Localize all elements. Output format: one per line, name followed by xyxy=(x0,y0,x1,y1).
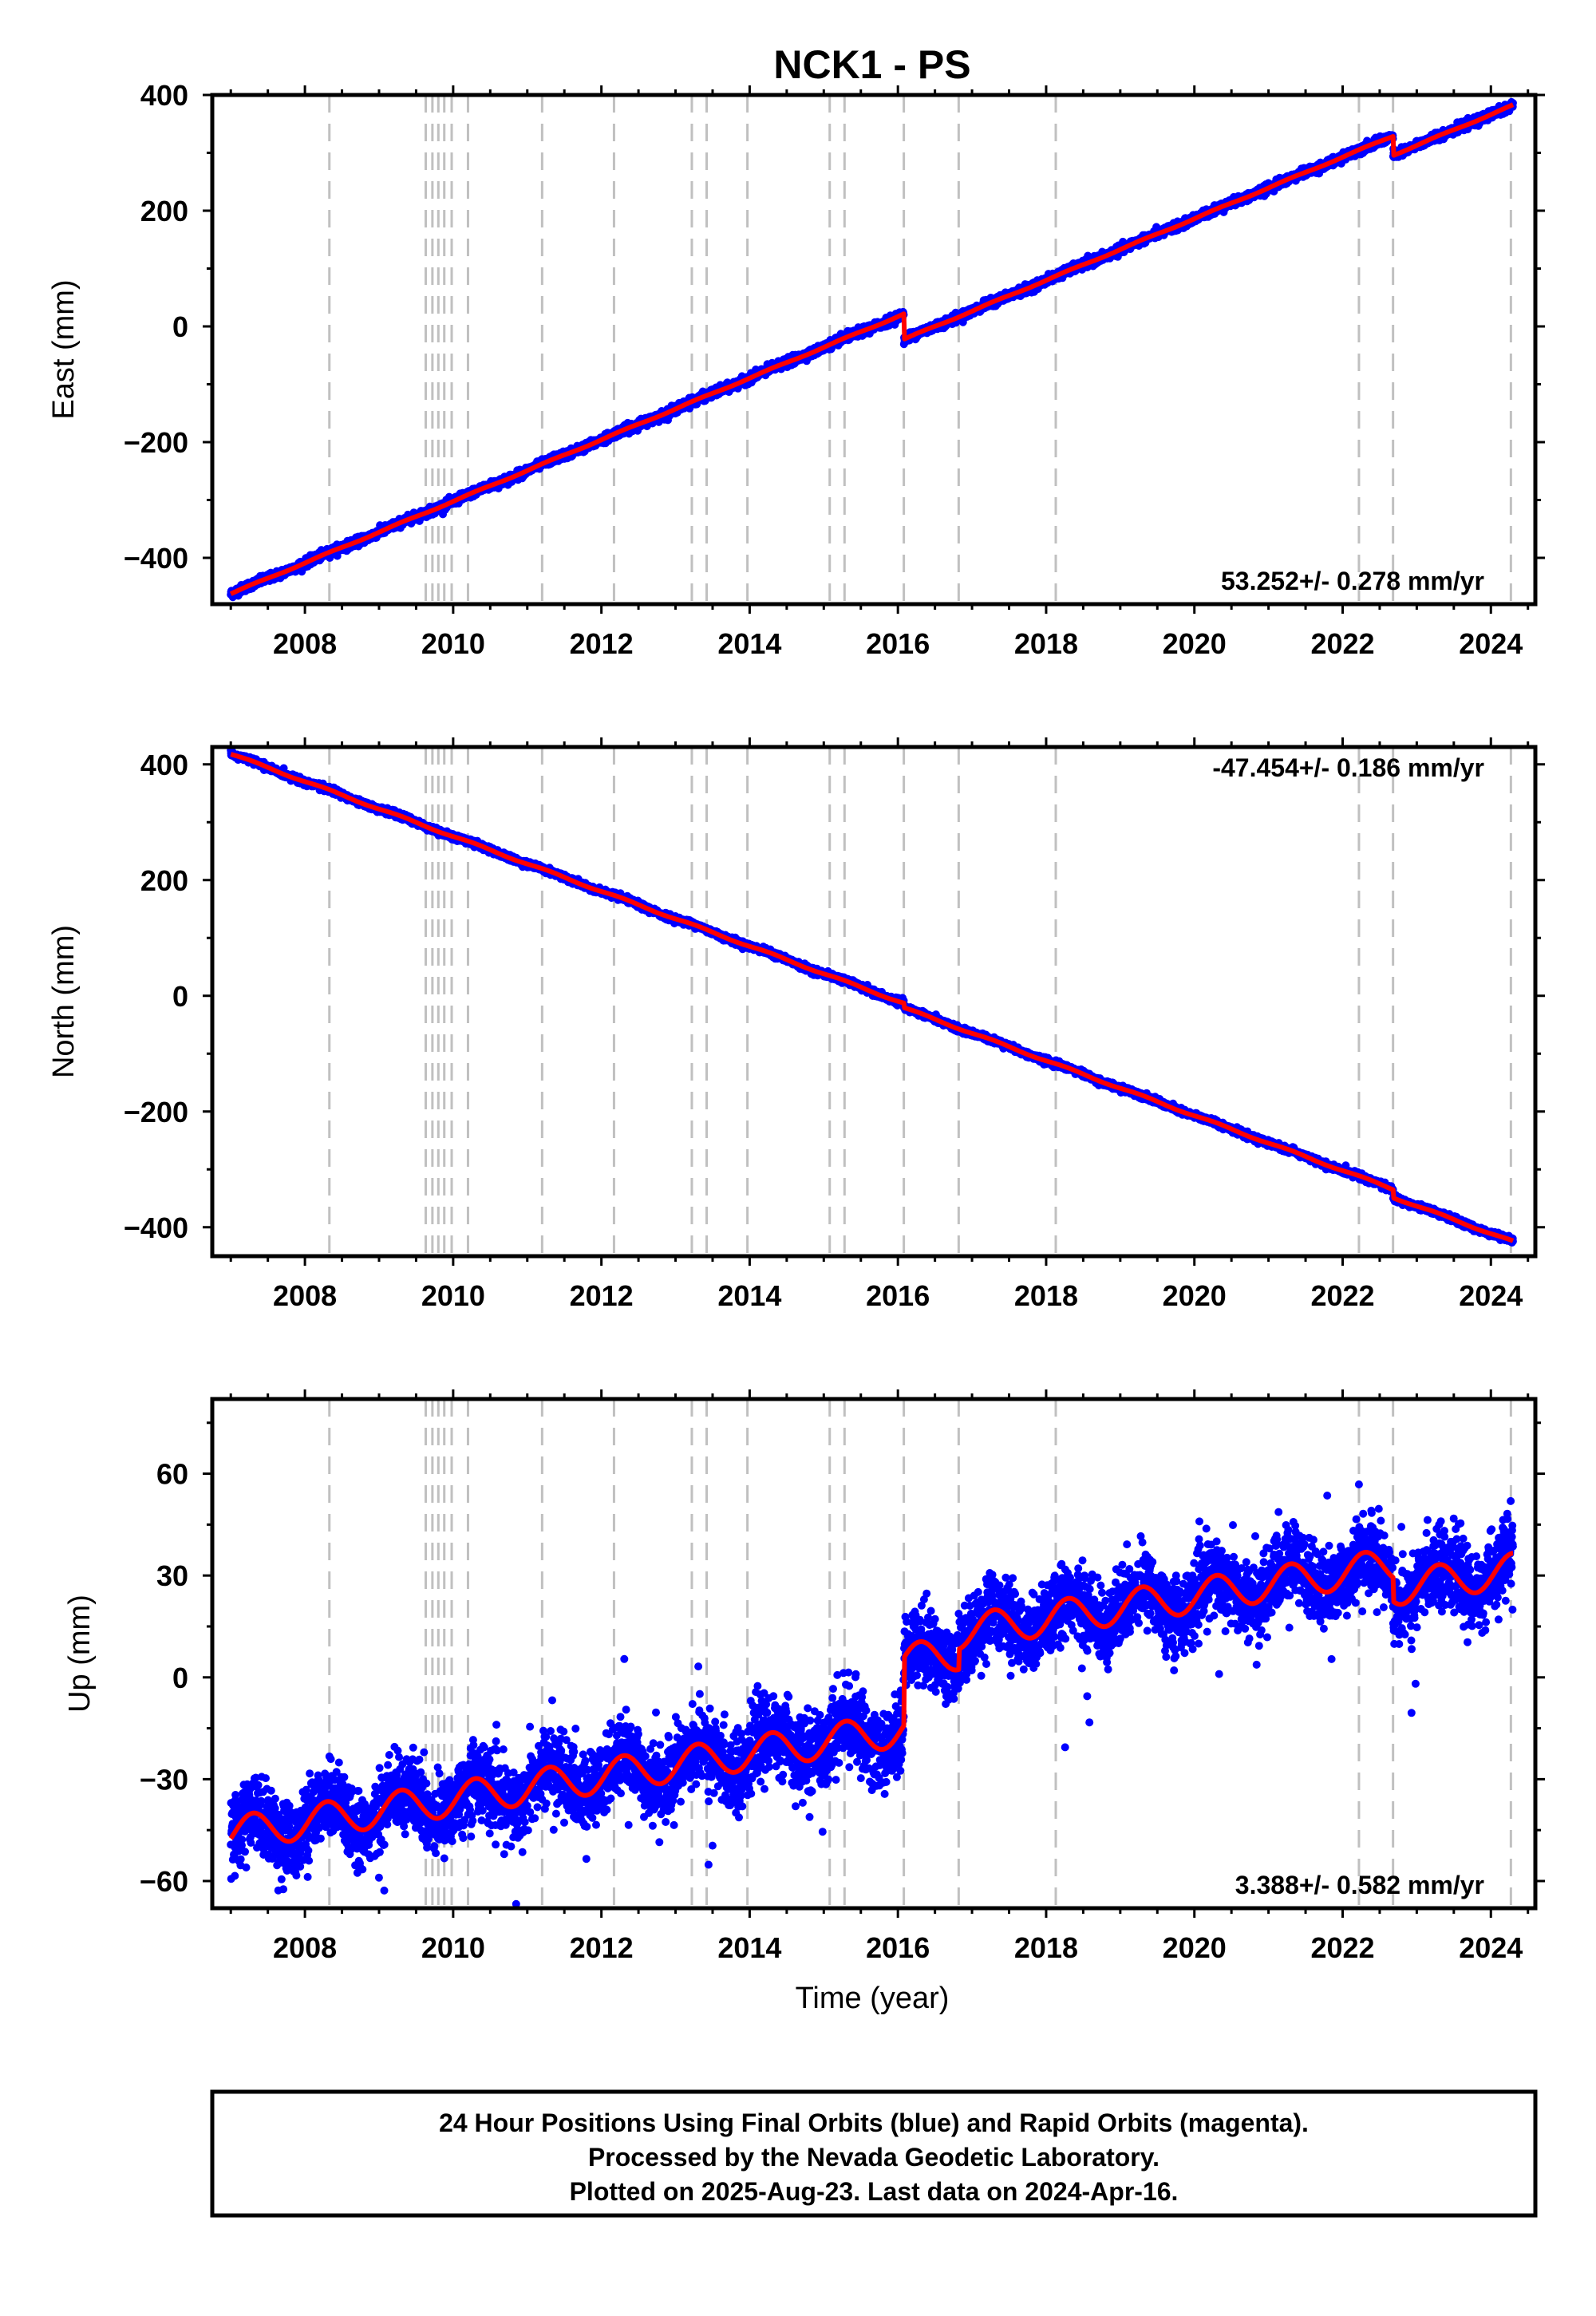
north-x-tick-label: 2022 xyxy=(1310,1279,1374,1312)
up-rate-label: 3.388+/- 0.582 mm/yr xyxy=(1235,1871,1484,1899)
east-model-line xyxy=(229,102,1515,596)
north-x-tick-label: 2010 xyxy=(421,1279,485,1312)
footer-box: 24 Hour Positions Using Final Orbits (bl… xyxy=(210,2089,1538,2218)
up-model-line xyxy=(228,1550,1515,1844)
up-plot-area xyxy=(227,1399,1517,1908)
footer-border xyxy=(210,2089,1538,2218)
up-y-tick-label: 60 xyxy=(156,1458,188,1491)
up-x-tick-label: 2024 xyxy=(1459,1931,1523,1964)
east-rate-label: 53.252+/- 0.278 mm/yr xyxy=(1221,567,1484,595)
north-y-tick-label: −200 xyxy=(124,1096,188,1128)
east-x-tick-label: 2014 xyxy=(717,627,781,660)
east-frame xyxy=(210,93,1538,607)
east-y-tick-label: 0 xyxy=(172,310,188,343)
up-x-tick-label: 2016 xyxy=(866,1931,930,1964)
north-x-tick-label: 2014 xyxy=(717,1279,781,1312)
east-x-tick-label: 2012 xyxy=(570,627,634,660)
east-x-tick-label: 2016 xyxy=(866,627,930,660)
east-plot-area xyxy=(227,95,1517,604)
north-y-axis-label: North (mm) xyxy=(47,925,81,1078)
east-panel: 2008 2010 2012 2014 2016 2018 2020 2022 2024 −400… xyxy=(47,79,1545,660)
up-y-tick-label: 30 xyxy=(156,1559,188,1592)
east-x-tick-label: 2022 xyxy=(1310,627,1374,660)
footer-line-2: Processed by the Nevada Geodetic Laborat… xyxy=(588,2143,1159,2172)
up-y-tick-label: 0 xyxy=(172,1662,188,1694)
up-panel: 2008 2010 2012 2014 2016 2018 2020 2022 2024 −60 −… xyxy=(63,1389,1545,2015)
north-plot-area xyxy=(227,747,1517,1256)
north-frame xyxy=(210,745,1538,1259)
east-x-tick-label: 2010 xyxy=(421,627,485,660)
footer-line-3: Plotted on 2025-Aug-23. Last data on 202… xyxy=(570,2177,1179,2206)
east-x-tick-label: 2018 xyxy=(1014,627,1078,660)
north-y-tick-label: −400 xyxy=(124,1211,188,1244)
north-x-tick-label: 2008 xyxy=(273,1279,337,1312)
east-x-tick-label: 2008 xyxy=(273,627,337,660)
north-model-line xyxy=(229,752,1515,1243)
north-panel: 2008 2010 2012 2014 2016 2018 2020 2022 2024 −400… xyxy=(47,737,1545,1312)
east-x-tick-label: 2024 xyxy=(1459,627,1523,660)
east-y-tick-label: 400 xyxy=(140,79,188,112)
up-x-axis-label: Time (year) xyxy=(796,1982,950,2015)
north-y-tick-label: 0 xyxy=(172,980,188,1013)
north-y-tick-label: 400 xyxy=(140,749,188,781)
up-x-tick-label: 2022 xyxy=(1310,1931,1374,1964)
east-x-tick-label: 2020 xyxy=(1163,627,1227,660)
up-frame xyxy=(210,1397,1538,1911)
north-x-tick-label: 2018 xyxy=(1014,1279,1078,1312)
north-x-tick-label: 2020 xyxy=(1163,1279,1227,1312)
up-x-tick-label: 2010 xyxy=(421,1931,485,1964)
figure-title: NCK1 - PS xyxy=(773,42,970,87)
east-y-tick-label: −400 xyxy=(124,542,188,575)
north-rate-label: -47.454+/- 0.186 mm/yr xyxy=(1212,753,1484,782)
up-y-tick-label: −30 xyxy=(140,1763,188,1796)
up-y-axis-label: Up (mm) xyxy=(63,1595,97,1713)
up-x-tick-label: 2012 xyxy=(570,1931,634,1964)
north-x-tick-label: 2024 xyxy=(1459,1279,1523,1312)
up-x-tick-label: 2008 xyxy=(273,1931,337,1964)
up-y-tick-label: −60 xyxy=(140,1865,188,1898)
up-x-tick-label: 2018 xyxy=(1014,1931,1078,1964)
north-y-tick-label: 200 xyxy=(140,864,188,897)
up-x-tick-label: 2014 xyxy=(717,1931,781,1964)
east-y-tick-label: −200 xyxy=(124,426,188,459)
up-x-tick-label: 2020 xyxy=(1163,1931,1227,1964)
east-y-axis-label: East (mm) xyxy=(47,279,81,419)
east-y-tick-label: 200 xyxy=(140,195,188,227)
north-x-tick-label: 2012 xyxy=(570,1279,634,1312)
north-x-tick-label: 2016 xyxy=(866,1279,930,1312)
footer-line-1: 24 Hour Positions Using Final Orbits (bl… xyxy=(439,2109,1309,2137)
